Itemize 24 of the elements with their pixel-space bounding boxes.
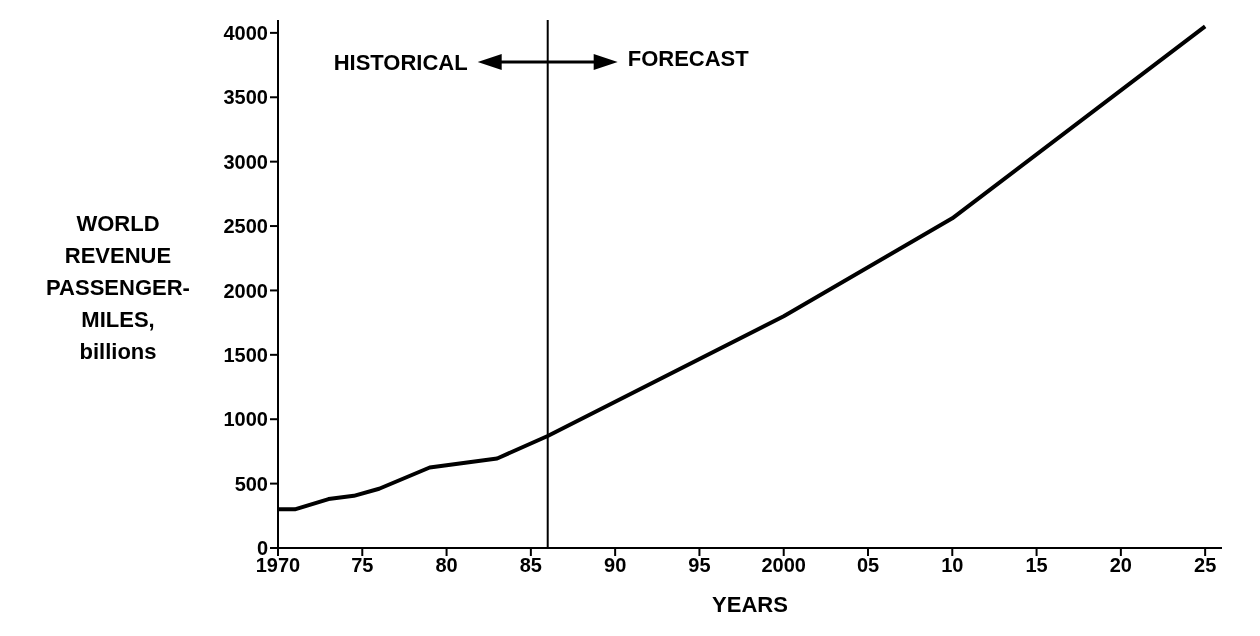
annotation: HISTORICAL [333,50,468,75]
x-tick-label: 80 [435,554,458,577]
x-axis-title: YEARS [712,592,788,617]
annotation: FORECAST [627,46,750,71]
x-tick-label: 95 [688,554,711,577]
x-tick-label: 1970 [255,554,301,577]
x-tick-label: 85 [519,554,542,577]
x-tick-label: 90 [604,554,627,577]
y-tick-label: 2500 [223,215,268,238]
x-tick-label: 75 [351,554,374,577]
x-tick-label: 20 [1109,554,1132,577]
x-tick-label: 10 [941,554,964,577]
x-tick-label: 25 [1194,554,1217,577]
x-tick-label: 15 [1025,554,1048,577]
x-tick-label: 05 [856,554,880,577]
y-tick-label: 3500 [223,86,268,109]
x-tick-label: 2000 [761,554,806,577]
y-tick-label: 4000 [223,21,268,44]
y-tick-label: 1000 [223,408,268,431]
y-tick-label: 2000 [223,279,268,302]
y-tick-label: 1500 [223,343,268,366]
y-tick-label: 3000 [223,150,268,173]
y-tick-label: 500 [234,472,268,495]
y-axis-title: WORLD REVENUE PASSENGER- MILES, billions [45,210,191,366]
